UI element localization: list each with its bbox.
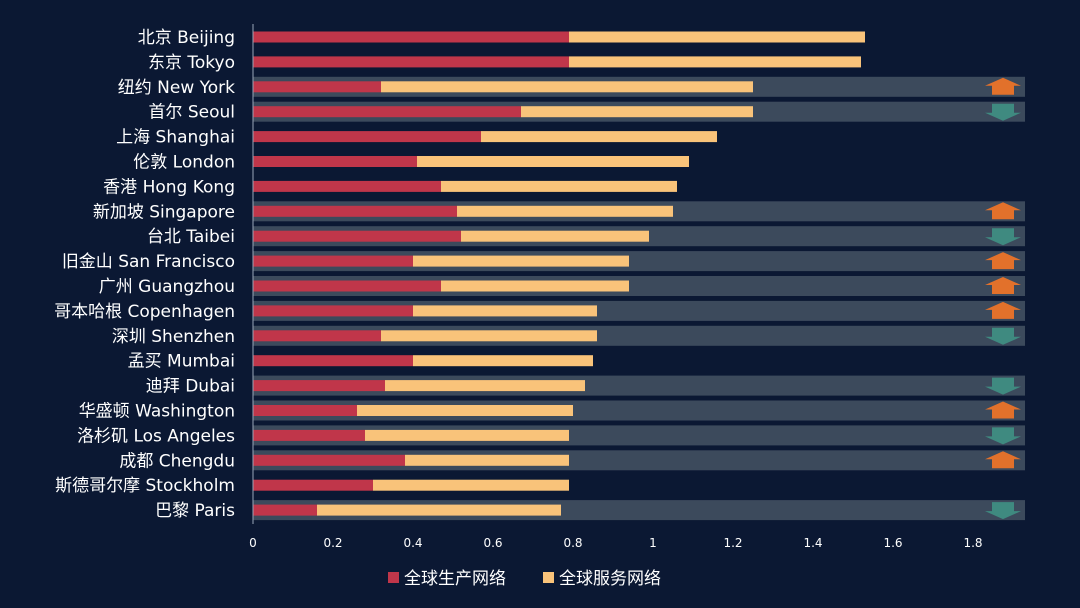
category-label: 华盛顿 Washington	[79, 402, 235, 422]
bar-production	[253, 106, 521, 118]
category-label: 巴黎 Paris	[155, 501, 235, 521]
bar-services	[381, 81, 753, 93]
category-label: 洛杉矶 Los Angeles	[77, 426, 235, 446]
trend-down-arrow-icon	[985, 327, 1021, 345]
bar-services	[413, 255, 629, 267]
bar-production	[253, 230, 461, 242]
category-label: 上海 Shanghai	[116, 128, 235, 148]
bar-production	[253, 405, 357, 416]
bar-production	[253, 454, 405, 466]
category-label: 台北 Taibei	[147, 227, 235, 247]
trend-down-arrow-icon	[985, 427, 1021, 445]
category-label: 成都 Chengdu	[119, 451, 235, 471]
category-label: 东京 Tokyo	[148, 53, 235, 73]
x-axis-ticks: 0 0.2 0.4 0.6 0.8 1 1.2 1.4 1.6 1.8	[249, 536, 982, 550]
bar-production	[253, 380, 385, 392]
x-tick-label: 1.4	[803, 536, 822, 550]
bar-services	[381, 330, 597, 342]
highlight-bands	[253, 76, 1025, 521]
category-label: 伦敦 London	[133, 153, 235, 173]
bar-services	[413, 305, 597, 317]
bar-services	[569, 56, 861, 68]
trend-up-arrow-icon	[985, 301, 1021, 319]
trend-down-arrow-icon	[985, 228, 1021, 246]
bar-services	[365, 429, 569, 441]
bar-production	[253, 255, 413, 267]
bar-production	[253, 330, 381, 342]
bar-production	[253, 56, 569, 68]
x-tick-label: 0.6	[483, 536, 502, 550]
x-tick-label: 0	[249, 536, 257, 550]
bar-production	[253, 355, 413, 367]
legend-swatch-services	[543, 572, 554, 583]
trend-up-arrow-icon	[985, 77, 1021, 95]
category-label: 广州 Guangzhou	[99, 277, 235, 297]
x-tick-label: 0.8	[563, 536, 582, 550]
x-tick-label: 1.8	[963, 536, 982, 550]
legend-swatch-production	[388, 572, 399, 583]
bar-production	[253, 205, 457, 217]
bars	[253, 31, 865, 516]
trend-down-arrow-icon	[985, 502, 1021, 520]
bar-services	[441, 280, 629, 292]
bar-services	[317, 504, 561, 516]
trend-up-arrow-icon	[985, 277, 1021, 294]
legend-label-services: 全球服务网络	[559, 569, 661, 589]
bar-services	[481, 131, 717, 143]
category-label: 深圳 Shenzhen	[112, 327, 235, 347]
category-label: 新加坡 Singapore	[93, 202, 235, 222]
category-label: 旧金山 San Francisco	[62, 252, 235, 272]
category-label: 孟买 Mumbai	[128, 352, 235, 372]
category-label: 斯德哥尔摩 Stockholm	[55, 476, 235, 496]
trend-down-arrow-icon	[985, 377, 1021, 395]
bar-production	[253, 131, 481, 143]
x-tick-label: 1.2	[723, 536, 742, 550]
category-label: 北京 Beijing	[138, 28, 235, 48]
category-label: 首尔 Seoul	[148, 103, 235, 123]
bar-production	[253, 81, 381, 93]
trend-up-arrow-icon	[985, 202, 1021, 220]
bar-services	[521, 106, 753, 118]
legend: 全球生产网络 全球服务网络	[388, 569, 661, 589]
bar-production	[253, 305, 413, 317]
bar-production	[253, 280, 441, 292]
x-tick-label: 1	[649, 536, 657, 550]
trend-up-arrow-icon	[985, 252, 1021, 270]
bar-production	[253, 156, 417, 167]
trend-up-arrow-icon	[985, 451, 1021, 469]
x-tick-label: 0.2	[323, 536, 342, 550]
bar-services	[413, 355, 593, 367]
x-tick-label: 0.4	[403, 536, 422, 550]
bar-services	[373, 479, 569, 491]
bar-services	[357, 405, 573, 416]
category-label: 香港 Hong Kong	[103, 177, 235, 197]
category-label: 哥本哈根 Copenhagen	[54, 302, 235, 322]
bar-services	[385, 380, 585, 392]
category-label: 迪拜 Dubai	[146, 377, 235, 397]
bar-services	[457, 205, 673, 217]
x-tick-label: 1.6	[883, 536, 902, 550]
trend-arrows	[985, 77, 1021, 520]
bar-production	[253, 504, 317, 516]
bar-services	[417, 156, 689, 167]
bar-production	[253, 429, 365, 441]
bar-production	[253, 31, 569, 43]
category-label: 纽约 New York	[118, 78, 235, 98]
bar-production	[253, 180, 441, 192]
category-labels: 北京 Beijing 东京 Tokyo 纽约 New York 首尔 Seoul 上海 …	[54, 28, 235, 521]
bar-services	[441, 180, 677, 192]
bar-services	[569, 31, 865, 43]
legend-label-production: 全球生产网络	[404, 569, 506, 589]
bar-services	[405, 454, 569, 466]
bar-services	[461, 230, 649, 242]
trend-up-arrow-icon	[985, 401, 1021, 419]
bar-production	[253, 479, 373, 491]
trend-down-arrow-icon	[985, 103, 1021, 121]
